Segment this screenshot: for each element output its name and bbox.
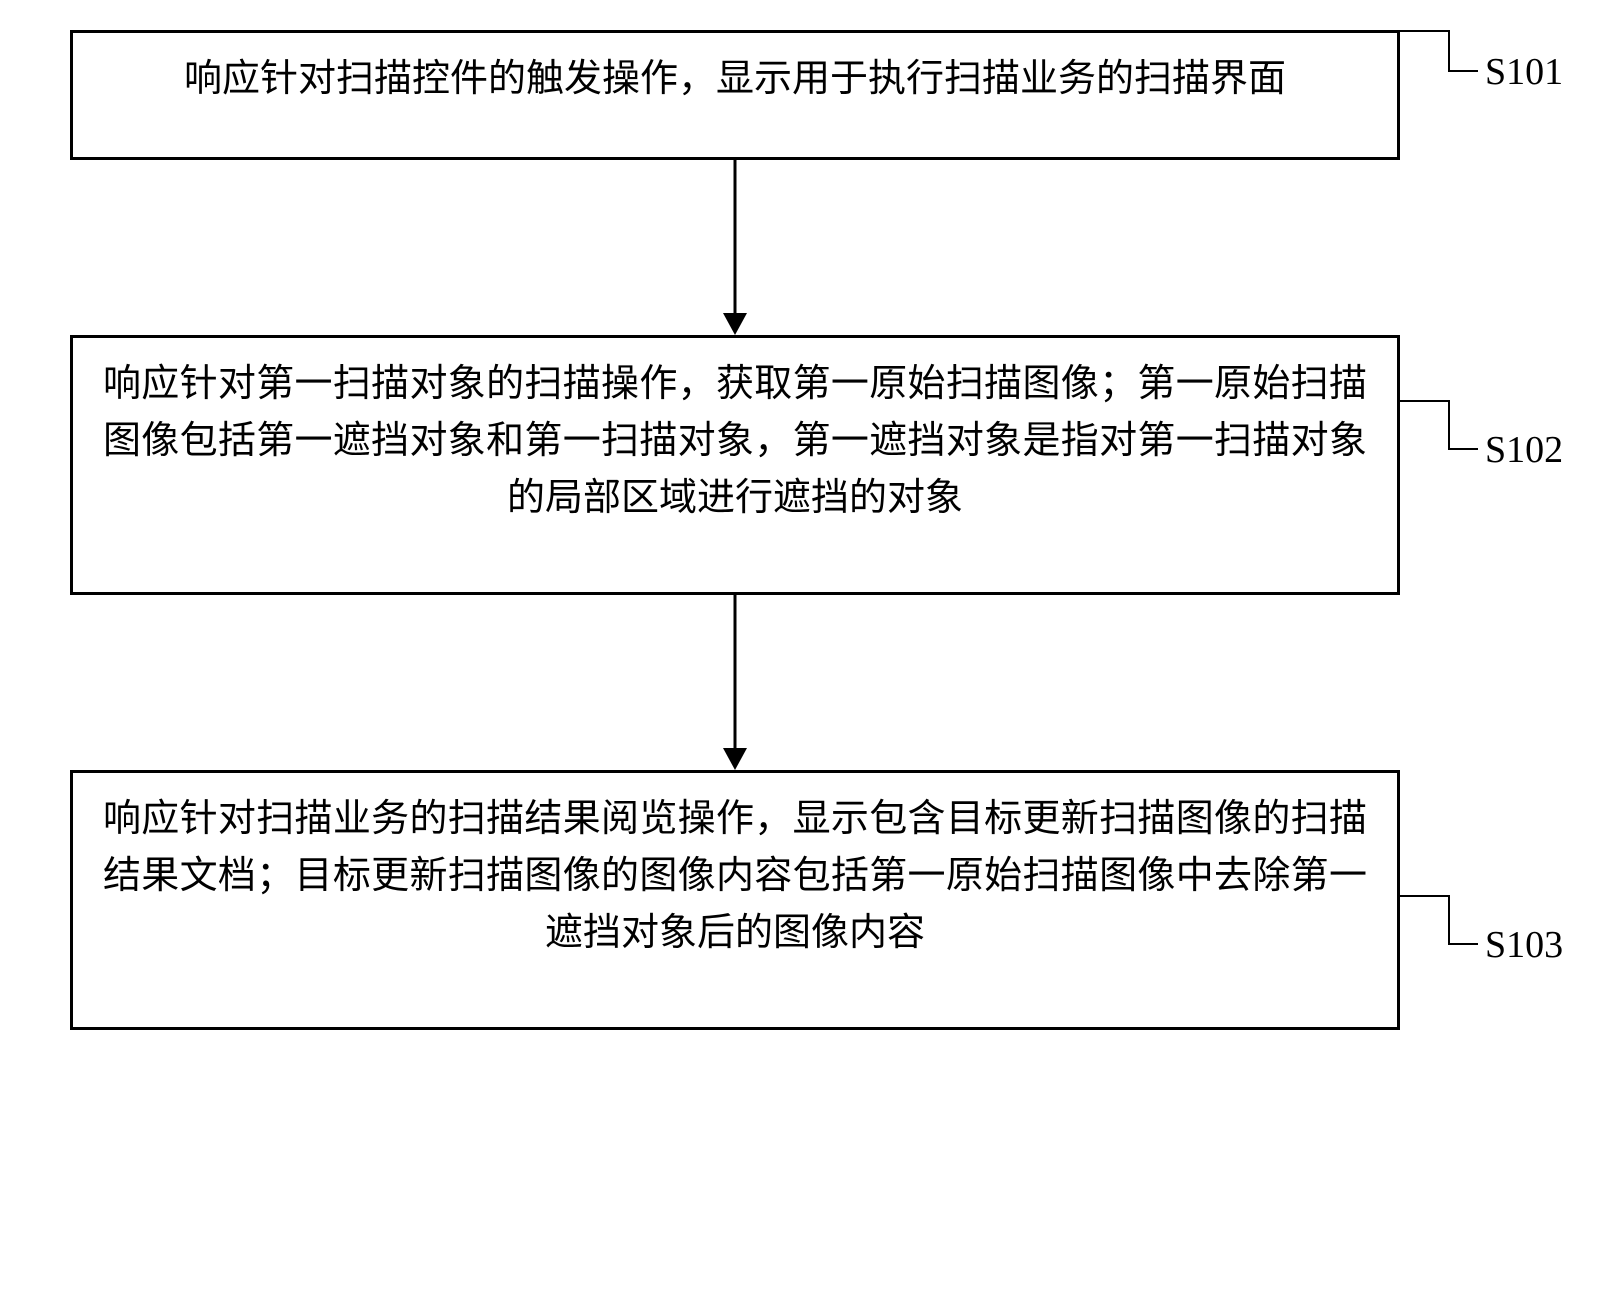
step-label-s102: S102 <box>1485 428 1563 472</box>
label-connector-s102 <box>1400 400 1460 450</box>
box-text-s102: 响应针对第一扫描对象的扫描操作，获取第一原始扫描图像；第一原始扫描图像包括第一遮… <box>103 356 1367 527</box>
arrow-line-1 <box>734 160 737 315</box>
step-label-s103: S103 <box>1485 923 1563 967</box>
arrow-head-2 <box>723 748 747 770</box>
step-label-s101: S101 <box>1485 50 1563 94</box>
box-text-s103: 响应针对扫描业务的扫描结果阅览操作，显示包含目标更新扫描图像的扫描结果文档；目标… <box>103 791 1367 962</box>
step-container-1: 响应针对扫描控件的触发操作，显示用于执行扫描业务的扫描界面 S101 <box>70 30 1550 160</box>
flow-box-s101: 响应针对扫描控件的触发操作，显示用于执行扫描业务的扫描界面 <box>70 30 1400 160</box>
flow-box-s103: 响应针对扫描业务的扫描结果阅览操作，显示包含目标更新扫描图像的扫描结果文档；目标… <box>70 770 1400 1030</box>
box-text-s101: 响应针对扫描控件的触发操作，显示用于执行扫描业务的扫描界面 <box>184 51 1286 108</box>
flowchart-container: 响应针对扫描控件的触发操作，显示用于执行扫描业务的扫描界面 S101 响应针对第… <box>70 30 1550 1030</box>
step-container-3: 响应针对扫描业务的扫描结果阅览操作，显示包含目标更新扫描图像的扫描结果文档；目标… <box>70 770 1550 1030</box>
arrow-container-2 <box>70 595 1400 770</box>
arrow-line-2 <box>734 595 737 750</box>
label-connector-s103 <box>1400 895 1460 945</box>
flow-box-s102: 响应针对第一扫描对象的扫描操作，获取第一原始扫描图像；第一原始扫描图像包括第一遮… <box>70 335 1400 595</box>
label-connector-s101 <box>1400 30 1460 72</box>
arrow-container-1 <box>70 160 1400 335</box>
step-container-2: 响应针对第一扫描对象的扫描操作，获取第一原始扫描图像；第一原始扫描图像包括第一遮… <box>70 335 1550 595</box>
arrow-head-1 <box>723 313 747 335</box>
